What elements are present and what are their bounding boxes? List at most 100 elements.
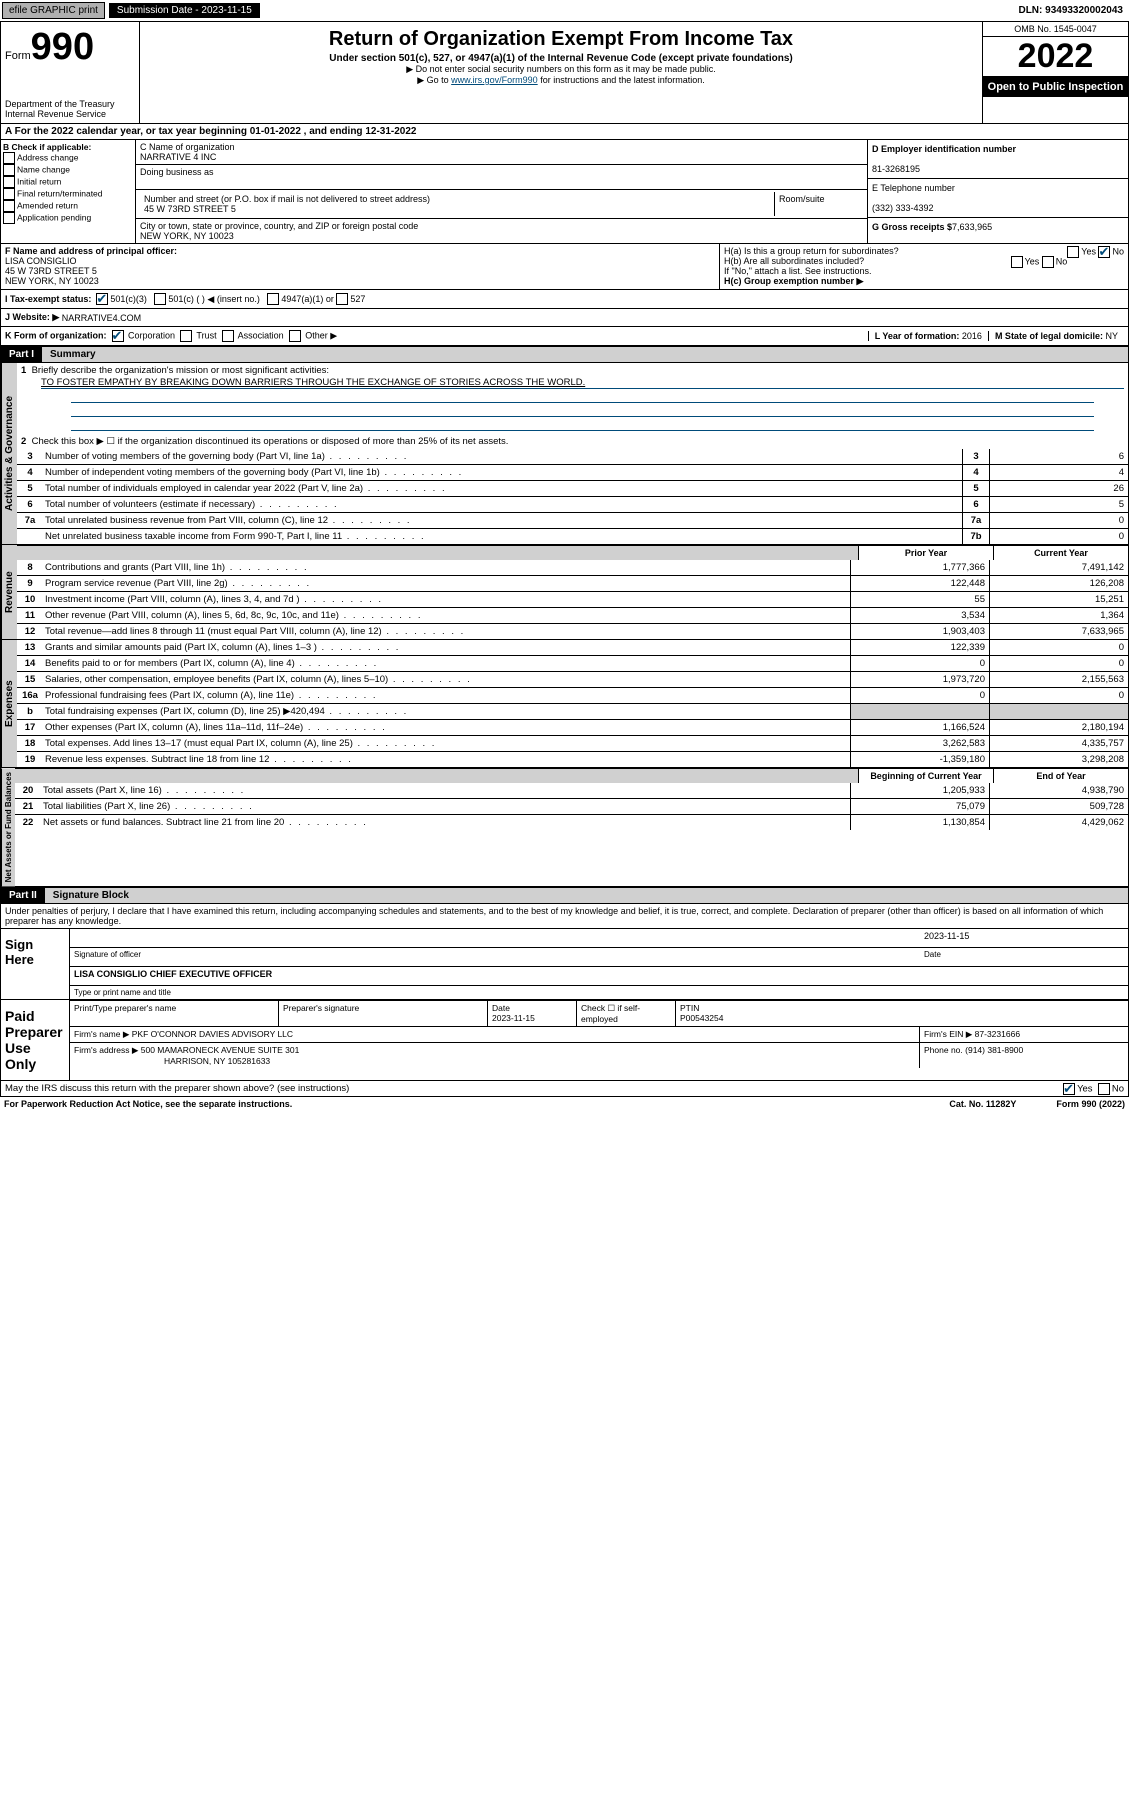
form-number: 990: [31, 26, 94, 68]
firm-addr1: 500 MAMARONECK AVENUE SUITE 301: [141, 1045, 300, 1055]
summary-line: 5Total number of individuals employed in…: [17, 480, 1128, 496]
officer-addr2: NEW YORK, NY 10023: [5, 276, 99, 286]
efile-print-button[interactable]: efile GRAPHIC print: [2, 2, 105, 19]
tax-status-label: I Tax-exempt status:: [5, 294, 91, 304]
sig-date: 2023-11-15: [924, 931, 1124, 945]
prep-sig-label: Preparer's signature: [279, 1001, 488, 1026]
sign-here-label: Sign Here: [1, 929, 69, 999]
summary-line: 12Total revenue—add lines 8 through 11 (…: [17, 623, 1128, 639]
page-footer: For Paperwork Reduction Act Notice, see …: [0, 1097, 1129, 1111]
part-i-header: Part I Summary: [0, 346, 1129, 363]
form-title: Return of Organization Exempt From Incom…: [144, 28, 978, 51]
prep-phone-label: Phone no.: [924, 1045, 963, 1055]
ha-yes-checkbox[interactable]: [1067, 246, 1079, 258]
col-b-label: B Check if applicable:: [3, 142, 133, 152]
501c-checkbox[interactable]: [154, 293, 166, 305]
officer-name-title: LISA CONSIGLIO CHIEF EXECUTIVE OFFICER: [74, 969, 272, 983]
assoc-checkbox[interactable]: [222, 330, 234, 342]
4947-checkbox[interactable]: [267, 293, 279, 305]
summary-line: 4Number of independent voting members of…: [17, 464, 1128, 480]
governance-tab: Activities & Governance: [1, 363, 17, 544]
block-b-through-g: B Check if applicable: Address change Na…: [0, 140, 1129, 244]
firm-ein-label: Firm's EIN ▶: [924, 1029, 972, 1039]
initial-return-label: Initial return: [17, 176, 61, 186]
corp-checkbox[interactable]: [112, 330, 124, 342]
website-value: NARRATIVE4.COM: [62, 313, 141, 323]
gross-value: 7,633,965: [952, 222, 992, 232]
part-ii-header: Part II Signature Block: [0, 887, 1129, 904]
other-checkbox[interactable]: [289, 330, 301, 342]
org-name-label: C Name of organization: [140, 142, 235, 152]
final-return-checkbox[interactable]: [3, 188, 15, 200]
goto-pre: ▶ Go to: [417, 75, 451, 85]
prep-name-label: Print/Type preparer's name: [70, 1001, 279, 1026]
mission-label: Briefly describe the organization's miss…: [32, 365, 330, 376]
expenses-tab: Expenses: [1, 640, 17, 767]
summary-line: 17Other expenses (Part IX, column (A), l…: [17, 719, 1128, 735]
omb-number: OMB No. 1545-0047: [983, 22, 1128, 37]
officer-name: LISA CONSIGLIO: [5, 256, 77, 266]
ein-label: D Employer identification number: [872, 144, 1016, 154]
phone-label: E Telephone number: [872, 183, 955, 193]
begin-year-header: Beginning of Current Year: [858, 769, 993, 783]
open-inspection: Open to Public Inspection: [983, 77, 1128, 97]
summary-line: 7aTotal unrelated business revenue from …: [17, 512, 1128, 528]
tax-year: 2022: [983, 37, 1128, 77]
ptin-label: PTIN: [680, 1003, 699, 1013]
summary-line: 19Revenue less expenses. Subtract line 1…: [17, 751, 1128, 767]
discuss-no-checkbox[interactable]: [1098, 1083, 1110, 1095]
summary-line: 9Program service revenue (Part VIII, lin…: [17, 575, 1128, 591]
ptin-value: P00543254: [680, 1013, 724, 1023]
phone-value: (332) 333-4392: [872, 203, 934, 213]
mission-text: TO FOSTER EMPATHY BY BREAKING DOWN BARRI…: [41, 377, 585, 388]
address-change-checkbox[interactable]: [3, 152, 15, 164]
firm-addr-label: Firm's address ▶: [74, 1045, 138, 1055]
may-discuss-label: May the IRS discuss this return with the…: [5, 1083, 349, 1094]
application-pending-checkbox[interactable]: [3, 212, 15, 224]
prep-phone: (914) 381-8900: [965, 1045, 1023, 1055]
discuss-yes-checkbox[interactable]: [1063, 1083, 1075, 1095]
part-i-label: Part I: [1, 347, 42, 362]
goto-post: for instructions and the latest informat…: [538, 75, 705, 85]
addr-value: 45 W 73RD STREET 5: [144, 204, 236, 214]
org-name: NARRATIVE 4 INC: [140, 152, 216, 162]
gross-label: G Gross receipts $: [872, 222, 952, 232]
top-toolbar: efile GRAPHIC print Submission Date - 20…: [0, 0, 1129, 21]
officer-label: F Name and address of principal officer:: [5, 246, 177, 256]
irs-label: Internal Revenue Service: [5, 109, 135, 119]
name-change-checkbox[interactable]: [3, 164, 15, 176]
line2-text: Check this box ▶ ☐ if the organization d…: [32, 436, 509, 447]
form-subtitle: Under section 501(c), 527, or 4947(a)(1)…: [144, 53, 978, 64]
summary-line: bTotal fundraising expenses (Part IX, co…: [17, 703, 1128, 719]
paid-preparer-block: Paid Preparer Use Only Print/Type prepar…: [0, 1000, 1129, 1097]
city-value: NEW YORK, NY 10023: [140, 231, 234, 241]
firm-ein: 87-3231666: [975, 1029, 1020, 1039]
part-i-title: Summary: [42, 347, 1128, 362]
cat-no: Cat. No. 11282Y: [949, 1099, 1016, 1109]
current-year-header: Current Year: [993, 546, 1128, 560]
527-checkbox[interactable]: [336, 293, 348, 305]
row-k-form-org: K Form of organization: Corporation Trus…: [0, 327, 1129, 346]
netassets-tab: Net Assets or Fund Balances: [1, 768, 15, 886]
501c3-checkbox[interactable]: [96, 293, 108, 305]
hb-yes-checkbox[interactable]: [1011, 256, 1023, 268]
type-name-label: Type or print name and title: [70, 986, 1128, 999]
paid-preparer-label: Paid Preparer Use Only: [1, 1000, 69, 1080]
signature-block: Sign Here 2023-11-15 Signature of office…: [0, 929, 1129, 1000]
room-label: Room/suite: [775, 192, 863, 216]
summary-line: 6Total number of volunteers (estimate if…: [17, 496, 1128, 512]
ha-label: H(a) Is this a group return for subordin…: [724, 246, 899, 256]
website-label: J Website: ▶: [5, 312, 59, 323]
irs-link[interactable]: www.irs.gov/Form990: [451, 75, 538, 85]
pra-notice: For Paperwork Reduction Act Notice, see …: [4, 1099, 292, 1109]
hb-no-checkbox[interactable]: [1042, 256, 1054, 268]
domicile-value: NY: [1105, 331, 1118, 341]
summary-line: 20Total assets (Part X, line 16)1,205,93…: [15, 783, 1128, 798]
part-ii-label: Part II: [1, 888, 45, 903]
trust-checkbox[interactable]: [180, 330, 192, 342]
amended-return-checkbox[interactable]: [3, 200, 15, 212]
ha-no-checkbox[interactable]: [1098, 246, 1110, 258]
initial-return-checkbox[interactable]: [3, 176, 15, 188]
dba-label: Doing business as: [140, 167, 214, 177]
prep-date: 2023-11-15: [492, 1013, 535, 1023]
